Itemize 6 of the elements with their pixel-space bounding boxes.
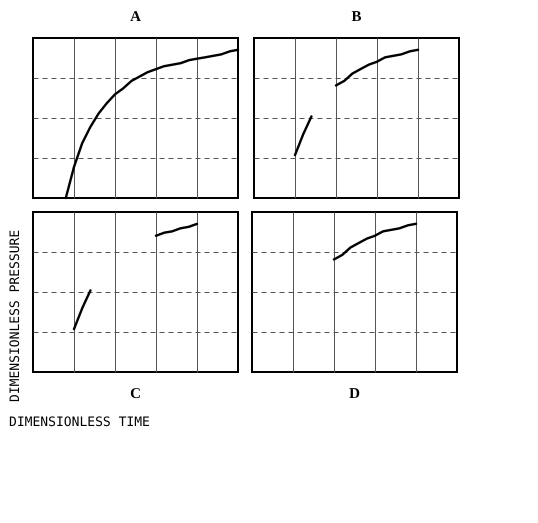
text: D — [349, 386, 360, 402]
y-axis-title: DIMENSIONLESS PRESSURE — [8, 230, 23, 402]
x-axis-title: DIMENSIONLESS TIME — [9, 415, 150, 430]
text: C — [130, 386, 141, 402]
chart-title: A — [130, 9, 142, 25]
chart-title: B — [351, 9, 362, 25]
